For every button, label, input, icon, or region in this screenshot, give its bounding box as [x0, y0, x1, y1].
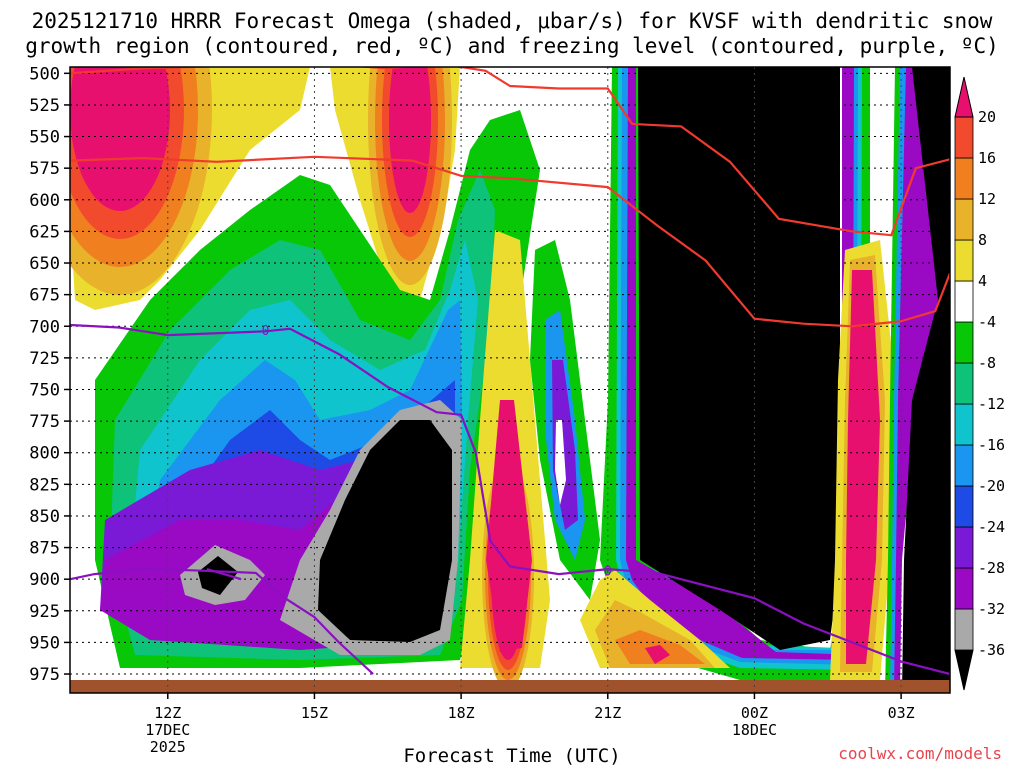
descent-tongue-white [555, 420, 566, 505]
ytick-label-900: 900 [29, 570, 60, 590]
colorbar-label-3: -24 [978, 518, 1005, 536]
colorbar-label-13: 20 [978, 108, 996, 126]
ytick-label-700: 700 [29, 317, 60, 337]
ytick-label-500: 500 [29, 64, 60, 84]
ytick-label-550: 550 [29, 128, 60, 148]
ytick-label-525: 525 [29, 96, 60, 116]
ytick-label-625: 625 [29, 222, 60, 242]
colorbar-label-8: -4 [978, 313, 996, 331]
freezing-level-label-0: 0 [262, 324, 270, 339]
credit-link[interactable]: coolwx.com/models [838, 744, 1002, 763]
descent-far-east-purple [894, 67, 940, 690]
xtick-label-27-0: 03Z [888, 704, 915, 722]
ytick-label-925: 925 [29, 602, 60, 622]
colorbar-box-5 [954, 444, 974, 487]
xtick-label-15-0: 15Z [301, 704, 328, 722]
xtick-label-18-0: 18Z [448, 704, 475, 722]
colorbar-box-1 [954, 608, 974, 651]
ytick-label-850: 850 [29, 507, 60, 527]
colorbar-label-4: -20 [978, 477, 1005, 495]
colorbar-box-8 [954, 321, 974, 364]
ascent-upper-mid-level-14 [389, 67, 431, 213]
chart-title-line-2: growth region (contoured, red, ºC) and f… [25, 34, 999, 58]
colorbar-label-5: -16 [978, 436, 1005, 454]
colorbar-label-7: -8 [978, 354, 996, 372]
ytick-label-725: 725 [29, 349, 60, 369]
colorbar-label-0: -36 [978, 641, 1005, 659]
ascent-upper-left [70, 67, 212, 295]
colorbar-bottom-triangle [954, 649, 974, 691]
ascent-east-pink [846, 270, 880, 664]
ytick-label-750: 750 [29, 380, 60, 400]
colorbar-box-13 [954, 116, 974, 159]
ytick-label-825: 825 [29, 475, 60, 495]
colorbar-label-9: 4 [978, 272, 987, 290]
xtick-label-12-1: 17DEC [145, 721, 190, 739]
descent-far-east-black [902, 67, 950, 693]
freezing-level-short-contour [206, 568, 242, 581]
dgz-upper-contour [70, 67, 950, 237]
dgz-lower-contour [70, 155, 950, 328]
ascent-upper-mid [368, 67, 452, 285]
colorbar-box-9 [954, 280, 974, 323]
colorbar-box-6 [954, 403, 974, 446]
colorbar-box-2 [954, 567, 974, 610]
colorbar-label-10: 8 [978, 231, 987, 249]
descent-small-black [198, 556, 238, 595]
terrain-strip [70, 680, 950, 693]
colorbar-top-triangle [954, 76, 974, 118]
ascent-upper-left-level-14 [70, 67, 170, 211]
ytick-label-800: 800 [29, 444, 60, 464]
colorbar-box-7 [954, 362, 974, 405]
descent-east-black [638, 67, 840, 650]
xtick-label-24-1: 18DEC [732, 721, 777, 739]
ascent-plume-core [486, 400, 532, 652]
xtick-label-12-2: 2025 [150, 738, 186, 756]
chart-title-line-1: 2025121710 HRRR Forecast Omega (shaded, … [31, 9, 993, 33]
ytick-label-675: 675 [29, 286, 60, 306]
colorbar-box-4 [954, 485, 974, 528]
ytick-label-775: 775 [29, 412, 60, 432]
colorbar-label-12: 16 [978, 149, 996, 167]
colorbar-box-3 [954, 526, 974, 569]
x-axis-label: Forecast Time (UTC) [403, 745, 621, 767]
ytick-label-575: 575 [29, 159, 60, 179]
colorbar-label-2: -28 [978, 559, 1005, 577]
plot-frame [69, 66, 951, 694]
ascent-lowlevel-core [645, 645, 670, 664]
ytick-label-875: 875 [29, 539, 60, 559]
ytick-label-650: 650 [29, 254, 60, 274]
freezing-level-lower-contour [70, 567, 374, 675]
descent-left-black [318, 420, 452, 642]
colorbar-label-11: 12 [978, 190, 996, 208]
xtick-label-21-0: 21Z [594, 704, 621, 722]
ytick-label-975: 975 [29, 665, 60, 685]
colorbar-label-6: -12 [978, 395, 1005, 413]
colorbar-box-11 [954, 198, 974, 241]
xtick-label-24-0: 00Z [741, 704, 768, 722]
ytick-label-600: 600 [29, 191, 60, 211]
colorbar-label-1: -32 [978, 600, 1005, 618]
colorbar-box-10 [954, 239, 974, 282]
freezing-level-label-1: 0 [604, 564, 612, 579]
ytick-label-950: 950 [29, 633, 60, 653]
freezing-level-upper-contour [70, 323, 950, 676]
colorbar-box-12 [954, 157, 974, 200]
xtick-label-12-0: 12Z [154, 704, 181, 722]
